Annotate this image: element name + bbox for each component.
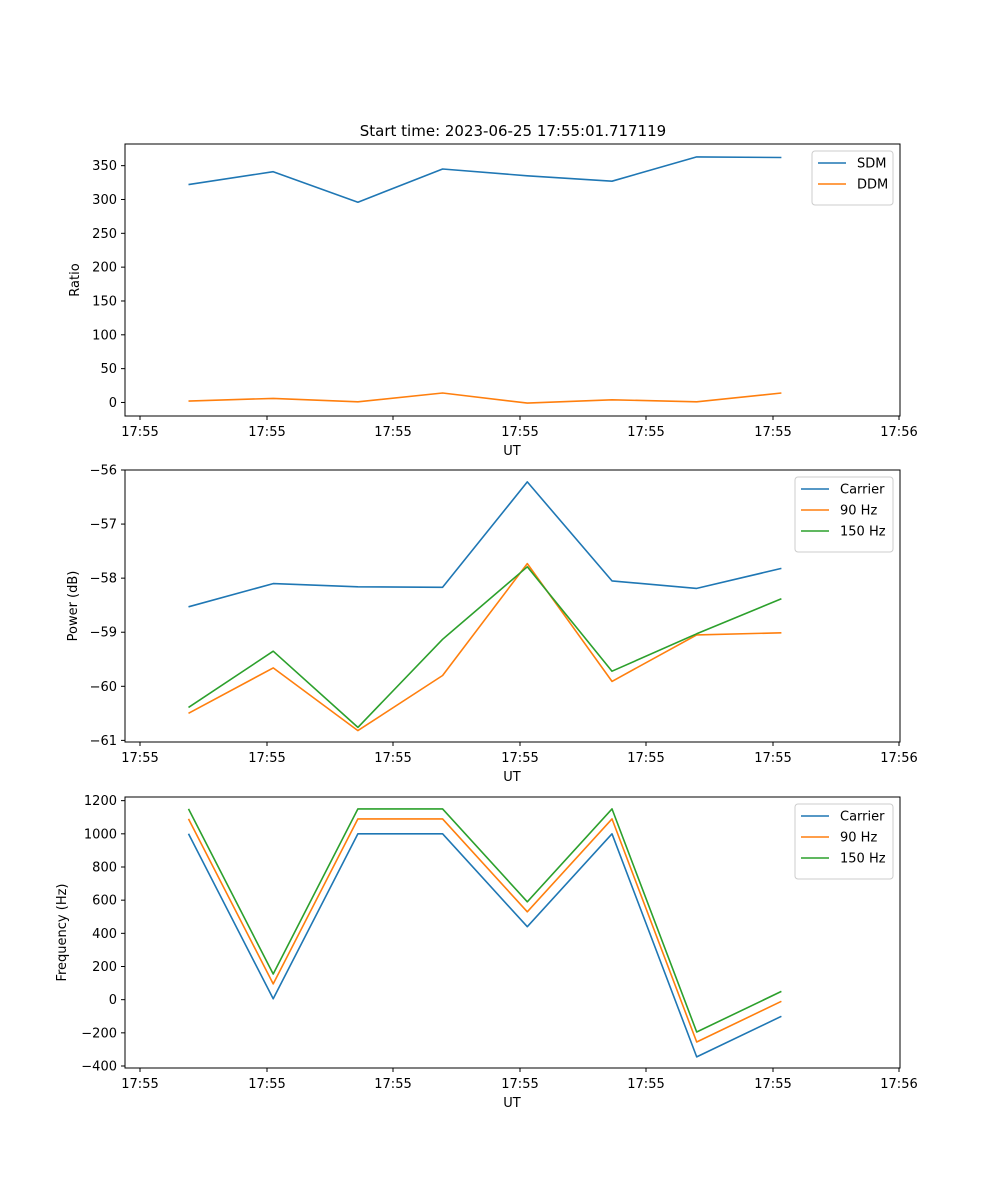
legend-box: [811, 150, 894, 206]
y-tick-label: 0: [109, 993, 117, 1008]
x-tick-label: 17:55: [501, 425, 538, 440]
x-tick-label: 17:56: [880, 1077, 917, 1092]
x-tick-label: 17:55: [754, 425, 791, 440]
y-tick-label: 150: [92, 294, 117, 309]
series-line-ddm: [188, 392, 782, 404]
x-tick-label: 17:55: [121, 425, 158, 440]
x-tick-label: 17:55: [248, 1077, 285, 1092]
series-line-carrier: [188, 481, 782, 608]
plot-area: [125, 797, 900, 1068]
y-tick-label: −400: [81, 1060, 117, 1075]
x-tick-label: 17:55: [121, 1077, 158, 1092]
plot-area: [125, 470, 900, 742]
legend-box: [794, 476, 894, 553]
series-group: [188, 481, 782, 732]
series-line-90-hz: [188, 562, 782, 732]
axes-frame: [124, 143, 901, 417]
y-axis-label: Frequency (Hz): [55, 883, 70, 981]
series-line-sdm: [188, 156, 782, 203]
y-tick-label: 0: [109, 396, 117, 411]
x-tick-label: 17:55: [374, 1077, 411, 1092]
axes-frame: [124, 469, 901, 743]
plot-area: [125, 144, 900, 416]
y-tick-label: −56: [90, 464, 117, 479]
legend: Carrier 90 Hz 150 Hz: [794, 476, 894, 553]
x-tick-label: 17:55: [374, 425, 411, 440]
x-tick-label: 17:56: [880, 425, 917, 440]
y-tick-label: −58: [90, 572, 117, 587]
legend-label: DDM: [857, 178, 888, 193]
y-tick-label: −61: [90, 734, 117, 749]
subplot-2: −61 −60 −59 −58 −57 −56 17:55 17:55 17:55 17:55 17…: [66, 464, 918, 786]
y-tick-label: 600: [92, 894, 117, 909]
y-tick-label: −57: [90, 518, 117, 533]
legend-label: 150 Hz: [840, 525, 886, 540]
x-tick-label: 17:55: [627, 1077, 664, 1092]
x-tick-label: 17:55: [501, 751, 538, 766]
x-tick-label: 17:55: [374, 751, 411, 766]
legend-label: 150 Hz: [840, 852, 886, 867]
series-line-150-hz: [187, 808, 782, 1033]
x-tick-label: 17:56: [880, 751, 917, 766]
legend-box: [794, 803, 894, 880]
y-tick-label: 350: [92, 159, 117, 174]
x-tick-label: 17:55: [627, 425, 664, 440]
y-tick-label: −60: [90, 680, 117, 695]
series-line-150-hz: [188, 565, 782, 729]
y-axis-label: Power (dB): [66, 571, 81, 642]
axes-frame: [124, 796, 901, 1069]
legend-label: 90 Hz: [840, 831, 877, 846]
subplot-3: −400 −200 0 200 400 600 800 1000 1200 17:55 17:55 1…: [55, 794, 918, 1111]
y-tick-label: −200: [81, 1026, 117, 1041]
y-tick-label: 200: [92, 261, 117, 276]
y-tick-label: 200: [92, 960, 117, 975]
y-tick-label: 1200: [84, 794, 117, 809]
x-tick-label: 17:55: [754, 751, 791, 766]
y-tick-label: 800: [92, 860, 117, 875]
legend-label: Carrier: [840, 810, 885, 825]
y-tick-label: 300: [92, 193, 117, 208]
chart-title: Start time: 2023-06-25 17:55:01.717119: [360, 122, 666, 140]
y-tick-label: 250: [92, 227, 117, 242]
x-tick-label: 17:55: [248, 425, 285, 440]
legend-label: 90 Hz: [840, 504, 877, 519]
legend: SDM DDM: [811, 150, 894, 206]
legend: Carrier 90 Hz 150 Hz: [794, 803, 894, 880]
subplot-1: 0 50 100 150 200 250 300 350 17:55 17:55 17:55 17:5…: [68, 143, 918, 459]
y-tick-label: 1000: [84, 827, 117, 842]
y-tick-label: 50: [100, 362, 117, 377]
x-axis-label: UT: [503, 1096, 521, 1111]
x-tick-label: 17:55: [754, 1077, 791, 1092]
legend-label: SDM: [857, 157, 886, 172]
series-line-90-hz: [187, 818, 782, 1043]
series-group: [188, 156, 782, 404]
y-axis-label: Ratio: [68, 263, 83, 296]
y-tick-label: 400: [92, 927, 117, 942]
x-axis-label: UT: [503, 444, 521, 459]
x-tick-label: 17:55: [501, 1077, 538, 1092]
x-axis-label: UT: [503, 770, 521, 785]
x-tick-label: 17:55: [248, 751, 285, 766]
x-tick-label: 17:55: [627, 751, 664, 766]
series-group: [187, 808, 782, 1058]
x-tick-label: 17:55: [121, 751, 158, 766]
y-tick-label: 100: [92, 328, 117, 343]
legend-label: Carrier: [840, 483, 885, 498]
y-tick-label: −59: [90, 626, 117, 641]
series-line-carrier: [187, 832, 782, 1058]
